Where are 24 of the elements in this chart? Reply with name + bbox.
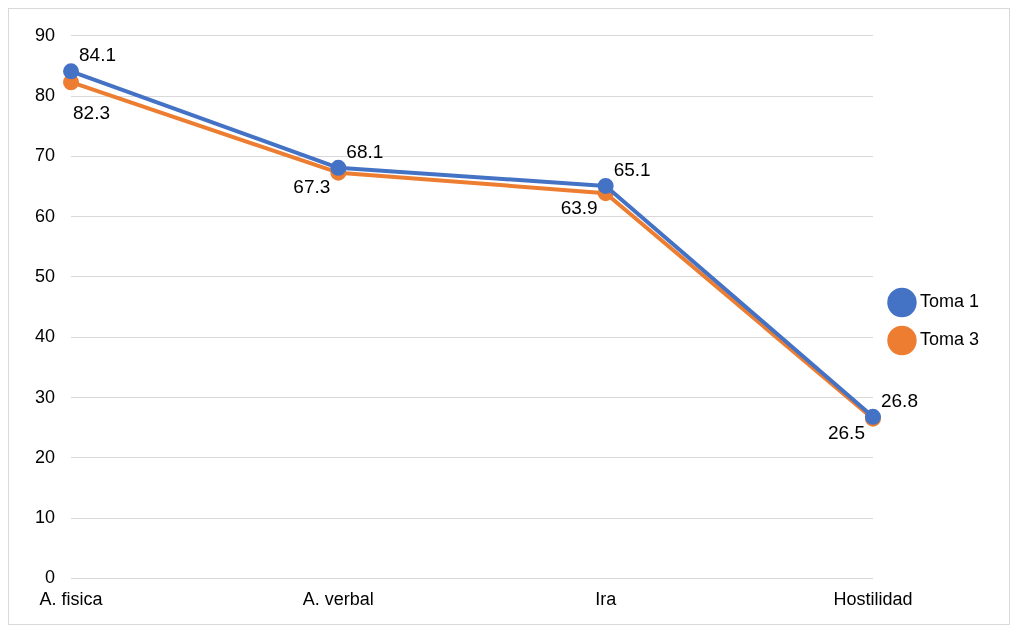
y-tick-label: 60: [34, 205, 56, 226]
y-tick-label: 70: [34, 145, 56, 166]
x-tick-label: A. fisica: [39, 589, 104, 610]
y-tick-label: 20: [34, 446, 56, 467]
legend-label: Toma 1: [919, 291, 979, 312]
y-tick-label: 0: [45, 567, 56, 588]
data-label: 67.3: [293, 176, 331, 198]
legend-label: Toma 3: [919, 329, 979, 350]
x-tick-label: Hostilidad: [833, 589, 913, 610]
data-label: 82.3: [73, 101, 111, 123]
y-tick-label: 40: [34, 326, 56, 347]
y-tick-label: 80: [34, 85, 56, 106]
y-tick-label: 90: [34, 24, 56, 45]
data-label: 63.9: [560, 196, 598, 218]
data-label: 26.8: [880, 389, 918, 411]
data-label: 26.5: [827, 422, 865, 444]
y-tick-label: 50: [34, 265, 56, 286]
y-tick-label: 10: [34, 507, 56, 528]
x-tick-label: A. verbal: [302, 589, 374, 610]
x-tick-label: Ira: [595, 589, 618, 610]
y-tick-label: 30: [34, 386, 56, 407]
data-label: 65.1: [613, 158, 651, 180]
data-label: 68.1: [346, 140, 384, 162]
data-label: 84.1: [79, 44, 117, 66]
